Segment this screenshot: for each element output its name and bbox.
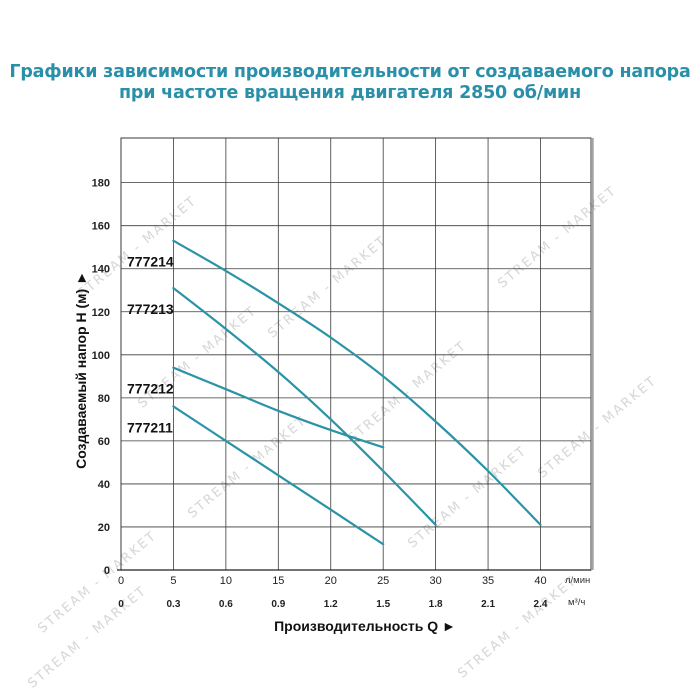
y-tick-label: 80 <box>98 393 110 405</box>
series-labels: 777214 777213 777212 777211 <box>127 254 174 436</box>
x-tick-label-secondary: 0.9 <box>271 599 285 610</box>
y-tick-label: 60 <box>98 436 110 448</box>
y-axis-label: Создаваемый напор H (м) ► <box>73 271 89 469</box>
x-tick-label-primary: 10 <box>220 575 232 587</box>
chart-title: Графики зависимости производительности о… <box>0 62 700 104</box>
x-tick-label-primary: 25 <box>377 575 389 587</box>
watermark-text: STREAM - MARKET <box>535 373 660 481</box>
x-tick-label-primary: 15 <box>272 575 284 587</box>
series-label-777211: 777211 <box>127 419 173 435</box>
watermark-text: STREAM - MARKET <box>185 413 310 521</box>
y-tick-label: 20 <box>98 522 110 534</box>
series-line-777212 <box>172 366 385 449</box>
chart-title-line1: Графики зависимости производительности о… <box>9 62 691 82</box>
x-tick-label-secondary: 1.5 <box>376 599 390 610</box>
series-label-777212: 777212 <box>127 381 174 397</box>
watermark-text: STREAM - MARKET <box>495 183 620 291</box>
x-axis-ticks: 0 0 5 0.3 10 0.6 15 0.9 20 1.2 25 1.5 30 1.8 35 2.1 40 2.… <box>118 575 548 610</box>
x-unit-primary: л/мин <box>565 575 590 586</box>
y-tick-label: 0 <box>104 565 110 577</box>
y-tick-label: 140 <box>92 264 110 276</box>
y-tick-label: 160 <box>92 221 110 233</box>
watermark-text: STREAM - MARKET <box>405 443 530 551</box>
x-tick-label-primary: 0 <box>118 575 124 587</box>
chart-title-line2: при частоте вращения двигателя 2850 об/м… <box>118 83 581 103</box>
x-tick-label-primary: 35 <box>482 575 494 587</box>
y-tick-label: 180 <box>92 178 110 190</box>
x-axis-label: Производительность Q ► <box>274 618 456 634</box>
series-line-777211 <box>172 405 385 546</box>
x-unit-secondary: м³/ч <box>568 597 585 608</box>
series-label-777213: 777213 <box>127 301 174 317</box>
y-tick-label: 100 <box>92 350 110 362</box>
x-tick-label-secondary: 0 <box>118 599 124 610</box>
watermark-text: STREAM - MARKET <box>75 193 200 301</box>
x-tick-label-secondary: 2.1 <box>481 599 495 610</box>
x-tick-label-secondary: 1.2 <box>324 599 338 610</box>
x-tick-label-primary: 20 <box>325 575 337 587</box>
x-tick-label-secondary: 1.8 <box>429 599 443 610</box>
x-tick-label-secondary: 0.6 <box>219 599 233 610</box>
x-tick-label-secondary: 0.3 <box>166 599 180 610</box>
y-axis-ticks: 0 20 40 60 80 100 120 140 160 180 <box>92 178 110 577</box>
series-line-777213 <box>172 287 437 526</box>
x-tick-label-primary: 5 <box>170 575 176 587</box>
y-tick-label: 40 <box>98 479 110 491</box>
x-tick-label-secondary: 2.4 <box>534 599 548 610</box>
y-tick-label: 120 <box>92 307 110 319</box>
series-label-777214: 777214 <box>127 254 174 270</box>
chart-series <box>172 239 542 546</box>
x-tick-label-primary: 40 <box>534 575 546 587</box>
chart-grid <box>117 137 594 571</box>
series-line-777214 <box>172 239 542 526</box>
watermark-text: STREAM - MARKET <box>265 233 390 341</box>
x-tick-label-primary: 30 <box>430 575 442 587</box>
watermark-text: STREAM - MARKET <box>455 573 580 681</box>
